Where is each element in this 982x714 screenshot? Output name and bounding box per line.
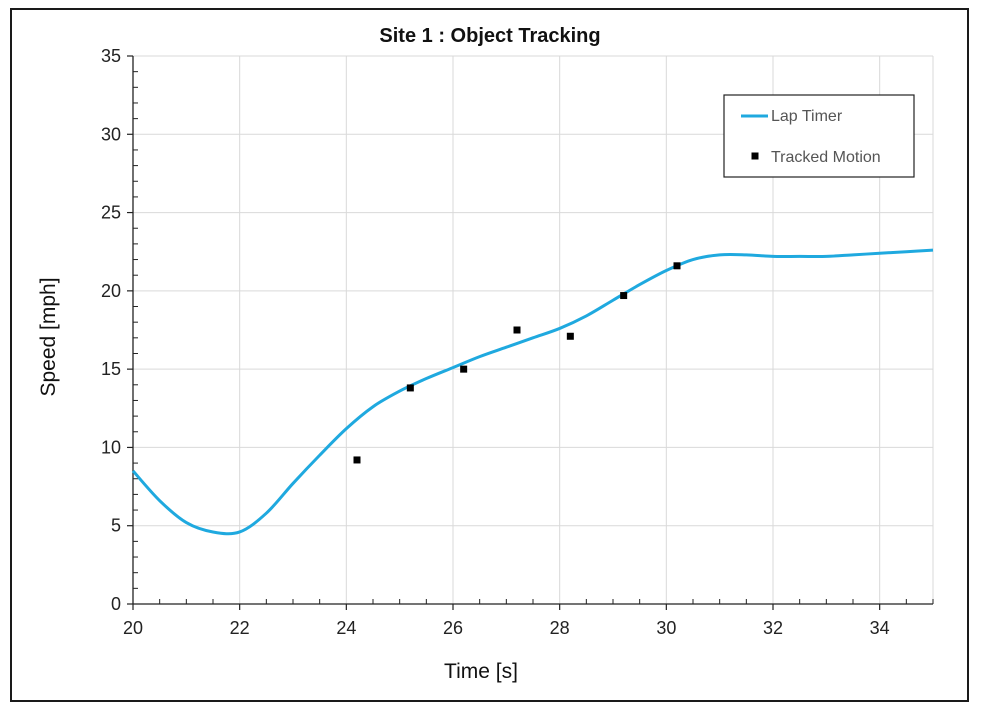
y-tick-label: 35 xyxy=(101,46,121,66)
x-tick-label: 22 xyxy=(230,618,250,638)
y-tick-label: 10 xyxy=(101,437,121,457)
x-tick-label: 20 xyxy=(123,618,143,638)
series-layer xyxy=(131,248,934,536)
tick-labels: 20 22 24 26 28 30 32 34 0 5 10 15 20 25 30 35 xyxy=(101,46,890,638)
y-tick-label: 15 xyxy=(101,359,121,379)
x-tick-label: 26 xyxy=(443,618,463,638)
chart-title: Site 1 : Object Tracking xyxy=(379,25,600,47)
data-point-tracked-motion xyxy=(513,326,521,334)
y-tick-label: 0 xyxy=(111,594,121,614)
legend-label-lap-timer: Lap Timer xyxy=(771,108,843,125)
data-point-tracked-motion xyxy=(460,365,468,373)
legend-box xyxy=(723,94,915,178)
legend: Lap Timer Tracked Motion xyxy=(723,94,915,178)
y-tick-label: 5 xyxy=(111,516,121,536)
x-tick-label: 24 xyxy=(336,618,356,638)
data-point-tracked-motion xyxy=(673,262,681,270)
x-tick-label: 32 xyxy=(763,618,783,638)
data-point-tracked-motion xyxy=(620,292,628,300)
data-point-tracked-motion xyxy=(566,332,574,340)
data-point-tracked-motion xyxy=(406,384,414,392)
y-axis-title: Speed [mph] xyxy=(37,277,60,396)
y-tick-label: 25 xyxy=(101,203,121,223)
series-line-lap-timer xyxy=(131,248,934,536)
legend-label-tracked-motion: Tracked Motion xyxy=(771,149,881,166)
legend-marker-swatch xyxy=(751,152,759,160)
y-tick-label: 20 xyxy=(101,281,121,301)
x-tick-label: 34 xyxy=(870,618,890,638)
axes xyxy=(127,55,934,610)
x-tick-label: 28 xyxy=(550,618,570,638)
x-axis-title: Time [s] xyxy=(444,660,518,683)
x-tick-label: 30 xyxy=(656,618,676,638)
y-tick-label: 30 xyxy=(101,124,121,144)
data-point-tracked-motion xyxy=(353,456,361,464)
